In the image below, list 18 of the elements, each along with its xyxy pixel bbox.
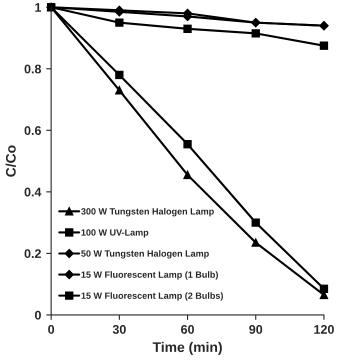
- x-tick-label: 90: [249, 324, 262, 334]
- legend-label: 15 W Fluorescent Lamp (2 Bulbs): [82, 292, 223, 301]
- y-axis-title: C/Co: [6, 145, 16, 177]
- y-tick-label: 1: [35, 3, 42, 12]
- x-tick-label: 120: [314, 324, 334, 334]
- y-tick-label: 0: [34, 310, 41, 320]
- y-tick-label: 0.2: [24, 249, 41, 258]
- x-tick-label: 60: [181, 324, 194, 334]
- legend-label: 15 W Fluorescent Lamp (1 Bulb): [82, 271, 218, 280]
- y-tick-label: 0.6: [24, 126, 41, 135]
- legend-label: 50 W Tungsten Halogen Lamp: [81, 250, 209, 259]
- legend-label: 100 W UV-Lamp: [82, 229, 148, 238]
- x-tick-label: 0: [48, 324, 54, 334]
- legend-label: 300 W Tungsten Halogen Lamp: [81, 208, 214, 216]
- x-axis-title: Time (min): [152, 342, 222, 355]
- x-tick-label: 30: [112, 324, 126, 334]
- y-tick-label: 0.4: [24, 188, 42, 197]
- y-tick-label: 0.8: [24, 64, 42, 74]
